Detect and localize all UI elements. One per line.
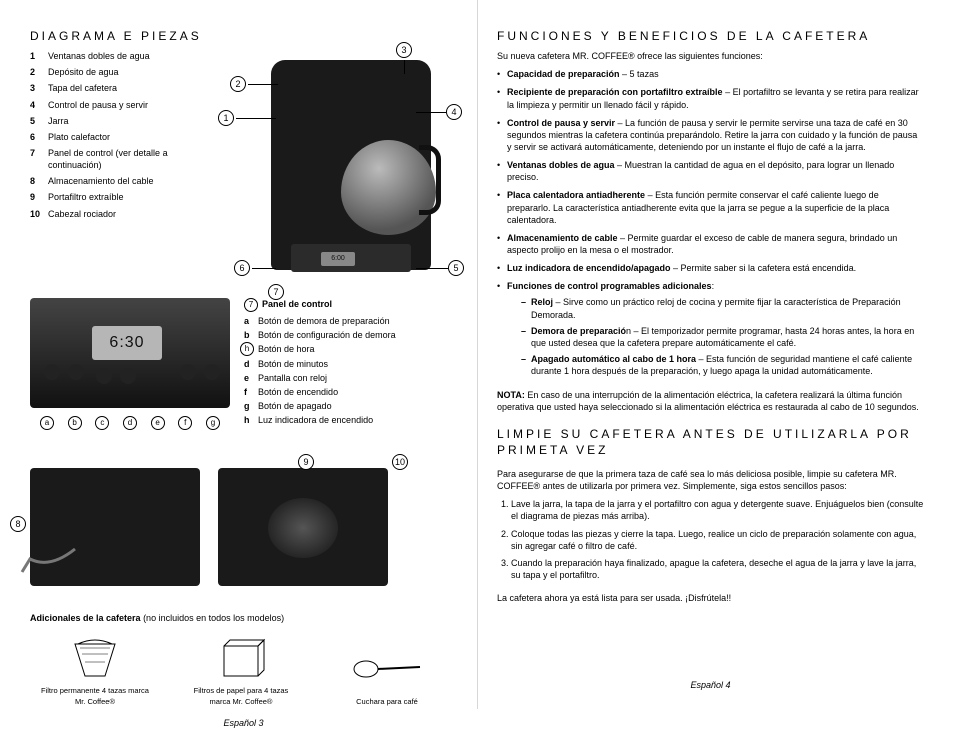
page-right: FUNCIONES Y BENEFICIOS DE LA CAFETERA Su… <box>477 0 954 709</box>
cleaning-steps: Lave la jarra, la tapa de la jarra y el … <box>497 498 924 586</box>
panel-letter-e: e <box>151 416 165 430</box>
callout-10: 10 <box>392 454 408 470</box>
footer-right: Español 4 <box>497 669 924 691</box>
clock-display: 6:30 <box>92 326 162 360</box>
heading-diagrama: DIAGRAMA E PIEZAS <box>30 28 457 44</box>
control-panel-photo: 6:30 a b c d e f g h <box>30 298 230 408</box>
footer-left: Español 3 <box>30 707 457 729</box>
heading-funciones: FUNCIONES Y BENEFICIOS DE LA CAFETERA <box>497 28 924 44</box>
permanent-filter-icon <box>40 634 150 682</box>
coffeemaker-illustration: 6:00 <box>271 50 431 280</box>
closing-text: La cafetera ahora ya está lista para ser… <box>497 592 924 604</box>
panel-letter-b: b <box>68 416 82 430</box>
parts-list: 1Ventanas dobles de agua 2Depósito de ag… <box>30 50 200 280</box>
accessories-title: Adicionales de la cafetera (no incluidos… <box>30 612 457 624</box>
features-list: Capacidad de preparación – 5 tazas Recip… <box>497 68 924 383</box>
panel-letter-d: d <box>123 416 137 430</box>
nota-text: NOTA: En caso de una interrupción de la … <box>497 389 924 413</box>
callout-6: 6 <box>234 260 250 276</box>
cable-storage-photo <box>30 468 200 586</box>
accessories-row: Filtro permanente 4 tazas marca Mr. Coff… <box>30 630 457 706</box>
clean-intro: Para asegurarse de que la primera taza d… <box>497 468 924 492</box>
coffeemaker-diagram: 6:00 1 2 3 4 5 6 7 <box>216 50 457 280</box>
callout-8: 8 <box>10 516 26 532</box>
callout-5: 5 <box>448 260 464 276</box>
callout-2: 2 <box>230 76 246 92</box>
subfeatures-list: Reloj – Sirve como un práctico reloj de … <box>507 296 924 377</box>
intro-text: Su nueva cafetera MR. COFFEE® ofrece las… <box>497 50 924 62</box>
heading-limpie: LIMPIE SU CAFETERA ANTES DE UTILIZARLA P… <box>497 426 924 458</box>
panel-letter-f: f <box>178 416 192 430</box>
panel-letter-g: g <box>206 416 220 430</box>
coffee-scoop-icon <box>332 645 442 693</box>
page-left: DIAGRAMA E PIEZAS 1Ventanas dobles de ag… <box>0 0 477 709</box>
panel-letter-a: a <box>40 416 54 430</box>
callout-1: 1 <box>218 110 234 126</box>
panel-legend: 7Panel de control aBotón de demora de pr… <box>244 298 457 428</box>
paper-filter-box-icon <box>186 634 296 682</box>
panel-letter-c: c <box>95 416 109 430</box>
filter-photo <box>218 468 388 586</box>
callout-4: 4 <box>446 104 462 120</box>
